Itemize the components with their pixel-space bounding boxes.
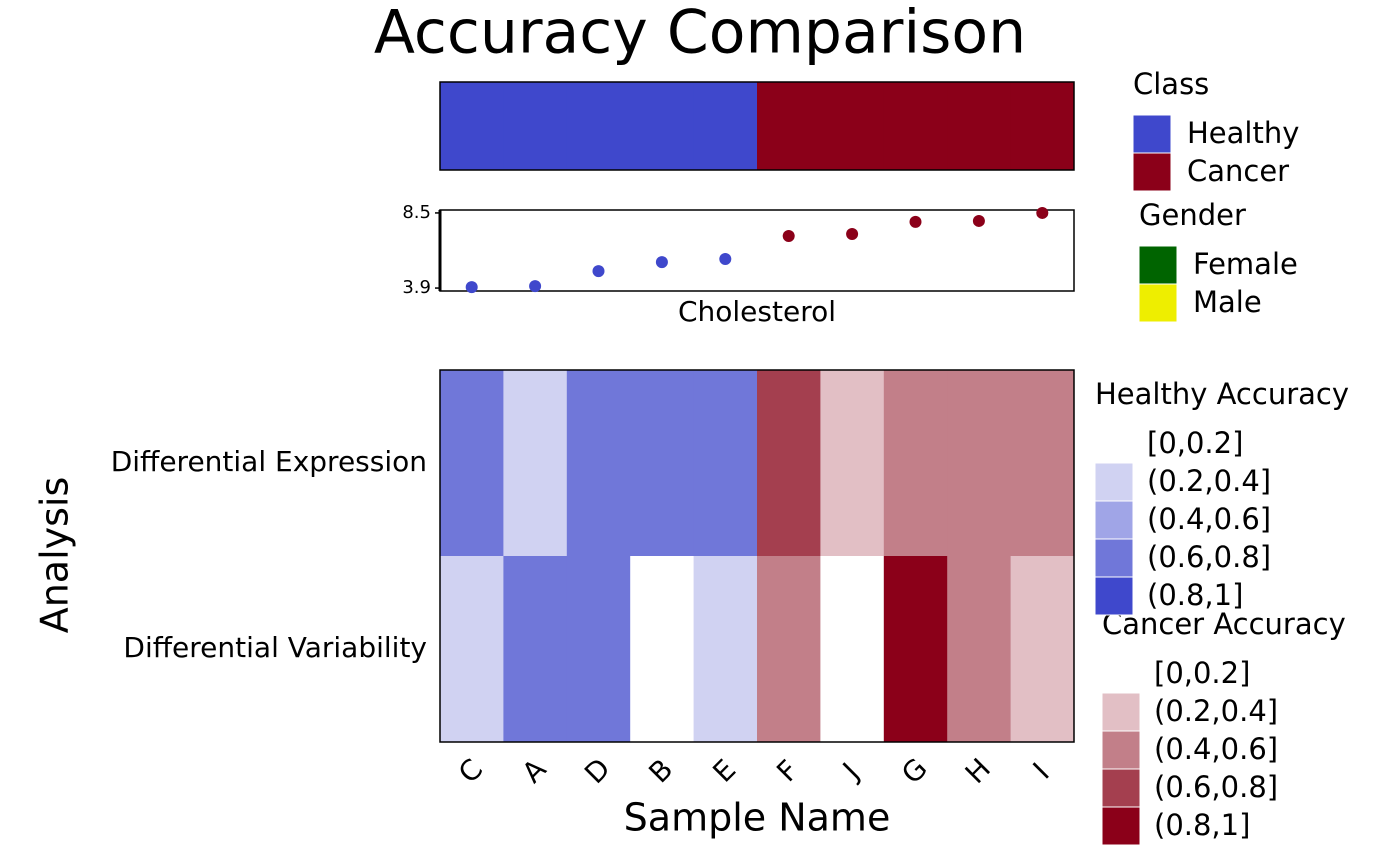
- y-tick-label: 3.9: [402, 277, 431, 298]
- legend-swatch: [1094, 424, 1134, 464]
- legend-swatch: [1101, 730, 1141, 770]
- heatmap-cell: [440, 556, 504, 743]
- x-tick-label: E: [706, 753, 742, 789]
- x-tick-label: I: [1027, 756, 1056, 785]
- legend-swatch: [1132, 114, 1172, 154]
- heatmap-cell: [947, 556, 1012, 743]
- y-axis-label: Analysis: [33, 477, 77, 634]
- legend-label: [0,0.2]: [1147, 426, 1243, 460]
- heatmap-cell: [630, 556, 695, 743]
- x-tick-label: B: [642, 752, 679, 789]
- legend-swatch: [1132, 152, 1172, 192]
- legend-title: Gender: [1139, 198, 1246, 232]
- class-cell: [757, 82, 821, 170]
- legend-title: Cancer Accuracy: [1102, 607, 1346, 641]
- heatmap-cell: [566, 556, 631, 743]
- heatmap-cell: [947, 370, 1012, 557]
- x-tick-label: H: [959, 752, 997, 790]
- x-axis-label: Sample Name: [624, 796, 891, 840]
- y-tick-label: 8.5: [402, 202, 431, 223]
- class-cell: [883, 82, 948, 170]
- heatmap-cell: [883, 556, 948, 743]
- heatmap-cell: [503, 370, 568, 557]
- heatmap-cell: [566, 370, 631, 557]
- legend-swatch: [1138, 245, 1178, 285]
- point: [529, 280, 542, 293]
- class-cell: [1010, 82, 1075, 170]
- heatmap-cell: [630, 370, 695, 557]
- chart-title: Accuracy Comparison: [374, 0, 1026, 68]
- heatmap-cell: [693, 370, 758, 557]
- legend-title: Class: [1133, 67, 1209, 101]
- class-cell: [820, 82, 885, 170]
- legend-label: (0.4,0.6]: [1147, 502, 1271, 536]
- legend-label: (0.8,1]: [1154, 808, 1250, 842]
- legend-label: Male: [1193, 285, 1262, 319]
- point: [846, 228, 859, 241]
- heatmap-cell: [1010, 370, 1075, 557]
- legend-label: Cancer: [1187, 154, 1289, 188]
- class-cell: [947, 82, 1012, 170]
- point: [1036, 206, 1049, 219]
- class-cell: [693, 82, 758, 170]
- panel-border: [439, 81, 1075, 171]
- point: [719, 252, 732, 265]
- class-cell: [440, 82, 504, 170]
- heatmap-cell: [757, 556, 821, 743]
- legend-label: (0.2,0.4]: [1154, 694, 1278, 728]
- legend-swatch: [1101, 692, 1141, 732]
- x-tick-label: F: [770, 754, 805, 789]
- heatmap-cell: [1010, 556, 1075, 743]
- panel-border: [439, 369, 1075, 743]
- heatmap-cell: [440, 370, 504, 557]
- legend-label: (0.2,0.4]: [1147, 464, 1271, 498]
- legend-swatch: [1101, 768, 1141, 808]
- point: [909, 215, 922, 228]
- legend-label: [0,0.2]: [1154, 656, 1250, 690]
- point: [592, 265, 605, 278]
- row-label: Differential Variability: [123, 631, 427, 664]
- class-cell: [630, 82, 695, 170]
- class-cell: [503, 82, 568, 170]
- heatmap-cell: [820, 370, 885, 557]
- legend-swatch: [1094, 538, 1134, 578]
- legend-swatch: [1101, 654, 1141, 694]
- legend-label: (0.6,0.8]: [1147, 540, 1271, 574]
- legend-label: (0.8,1]: [1147, 578, 1243, 612]
- legend-label: Healthy: [1187, 116, 1299, 150]
- legend-swatch: [1138, 283, 1178, 323]
- point: [655, 256, 668, 269]
- x-tick-label: G: [895, 752, 934, 791]
- heatmap-cell: [503, 556, 568, 743]
- legend-title: Healthy Accuracy: [1095, 377, 1349, 411]
- x-tick-label: C: [452, 752, 489, 789]
- point: [465, 281, 478, 294]
- legend-swatch: [1094, 462, 1134, 502]
- x-tick-label: J: [835, 756, 866, 787]
- row-label: Differential Expression: [111, 445, 427, 478]
- point: [782, 229, 795, 242]
- legend-label: Female: [1193, 247, 1298, 281]
- x-tick-label: A: [516, 752, 553, 789]
- legend-label: (0.4,0.6]: [1154, 732, 1278, 766]
- scatter-label: Cholesterol: [678, 295, 836, 328]
- class-cell: [566, 82, 631, 170]
- heatmap-cell: [693, 556, 758, 743]
- heatmap-cell: [820, 556, 885, 743]
- legend-swatch: [1094, 500, 1134, 540]
- heatmap-cell: [883, 370, 948, 557]
- heatmap-cell: [757, 370, 821, 557]
- legend-swatch: [1101, 806, 1141, 846]
- legend-label: (0.6,0.8]: [1154, 770, 1278, 804]
- legend-swatch: [1094, 576, 1134, 616]
- x-tick-label: D: [578, 752, 617, 791]
- point: [972, 214, 985, 227]
